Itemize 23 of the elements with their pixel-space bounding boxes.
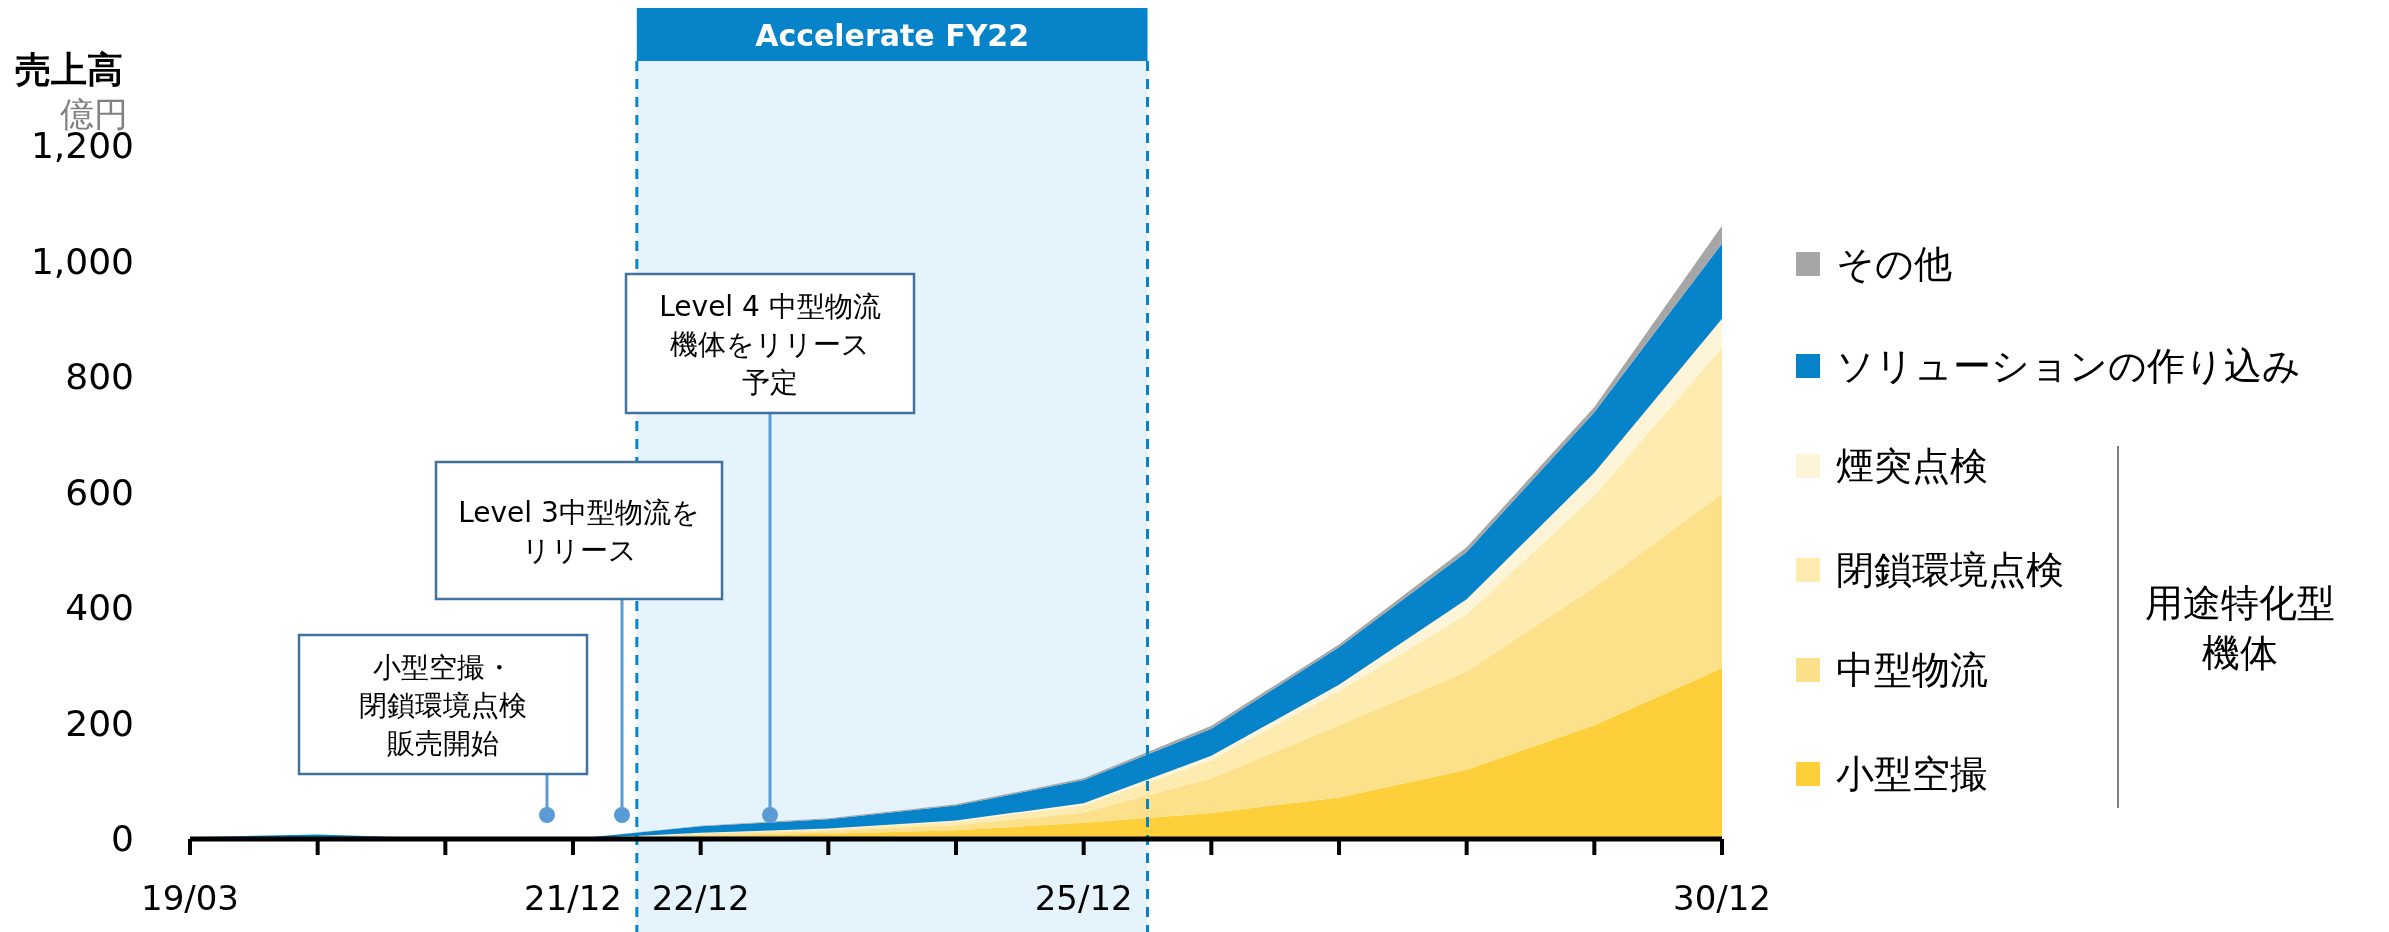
y-tick-label: 200 — [65, 702, 134, 744]
legend-label: 閉鎖環境点検 — [1836, 548, 2064, 592]
y-tick-label: 400 — [65, 587, 134, 628]
legend-label: ソリューションの作り込み — [1836, 344, 2301, 388]
x-tick-label: 22/12 — [651, 878, 750, 918]
x-tick-label: 21/12 — [524, 878, 622, 918]
annotation: Level 4 中型物流機体をリリース予定 — [659, 289, 881, 399]
band-label: Accelerate FY22 — [755, 18, 1030, 53]
y-tick-label: 800 — [65, 356, 134, 397]
x-tick-label: 25/12 — [1034, 878, 1133, 918]
y-tick-label: 600 — [65, 471, 134, 513]
x-tick-label: 19/03 — [141, 878, 239, 918]
legend-label: 小型空撮 — [1836, 752, 1988, 796]
legend-label: 中型物流 — [1836, 648, 1988, 692]
annotation: 小型空撮・閉鎖環境点検販売開始 — [359, 650, 527, 760]
annotation: Level 3中型物流をリリース — [458, 495, 700, 567]
legend-label: その他 — [1836, 242, 1952, 286]
legend-label: 煙突点検 — [1836, 444, 1988, 488]
y-axis-title: 売上高 — [15, 49, 123, 90]
y-tick-label: 1,000 — [30, 240, 134, 282]
y-tick-label: 0 — [111, 818, 134, 859]
x-tick-label: 30/12 — [1673, 878, 1771, 918]
text: 用途特化型機体 — [2145, 581, 2335, 675]
